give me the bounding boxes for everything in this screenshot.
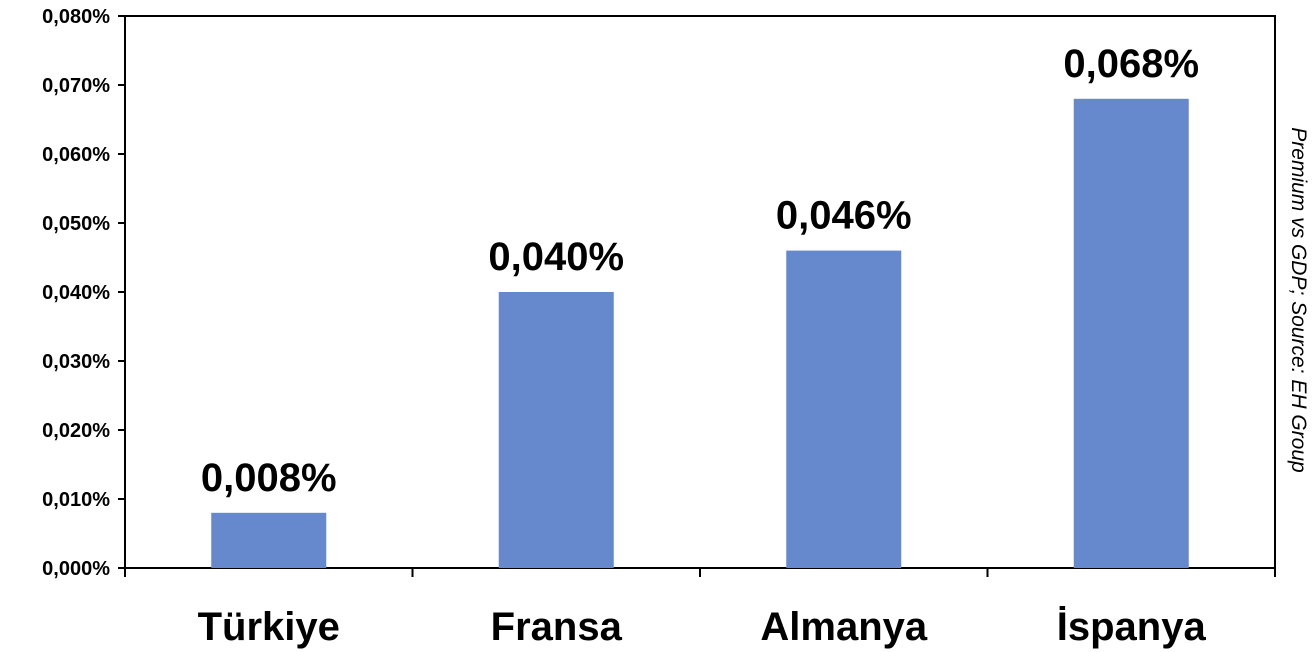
y-tick-label: 0,040% (42, 282, 110, 304)
x-category-label: Almanya (760, 605, 927, 649)
y-tick-label: 0,020% (42, 420, 110, 442)
bar (211, 512, 327, 568)
bars (211, 98, 1189, 569)
y-tick-label: 0,010% (42, 489, 110, 511)
axes (118, 15, 1276, 577)
y-tick-label: 0,060% (42, 144, 110, 166)
data-label: 0,046% (776, 194, 912, 238)
y-tick-label: 0,050% (42, 213, 110, 235)
data-label: 0,040% (488, 235, 624, 279)
x-category-label: Fransa (491, 605, 623, 649)
bar (786, 250, 902, 568)
source-note: Premium vs GDP; Source: EH Group (1287, 127, 1310, 472)
labels: 0,000% 0,010% 0,020% 0,030% 0,040% 0,050% 0,06… (42, 6, 1206, 649)
bar (1073, 98, 1189, 569)
x-category-label: İspanya (1057, 605, 1207, 649)
data-label: 0,008% (201, 456, 337, 500)
data-label: 0,068% (1063, 42, 1199, 86)
y-tick-label: 0,070% (42, 75, 110, 97)
y-tick-label: 0,000% (42, 558, 110, 580)
y-tick-label: 0,030% (42, 351, 110, 373)
bar (498, 292, 614, 568)
x-category-label: Türkiye (198, 605, 340, 649)
y-tick-label: 0,080% (42, 6, 110, 28)
